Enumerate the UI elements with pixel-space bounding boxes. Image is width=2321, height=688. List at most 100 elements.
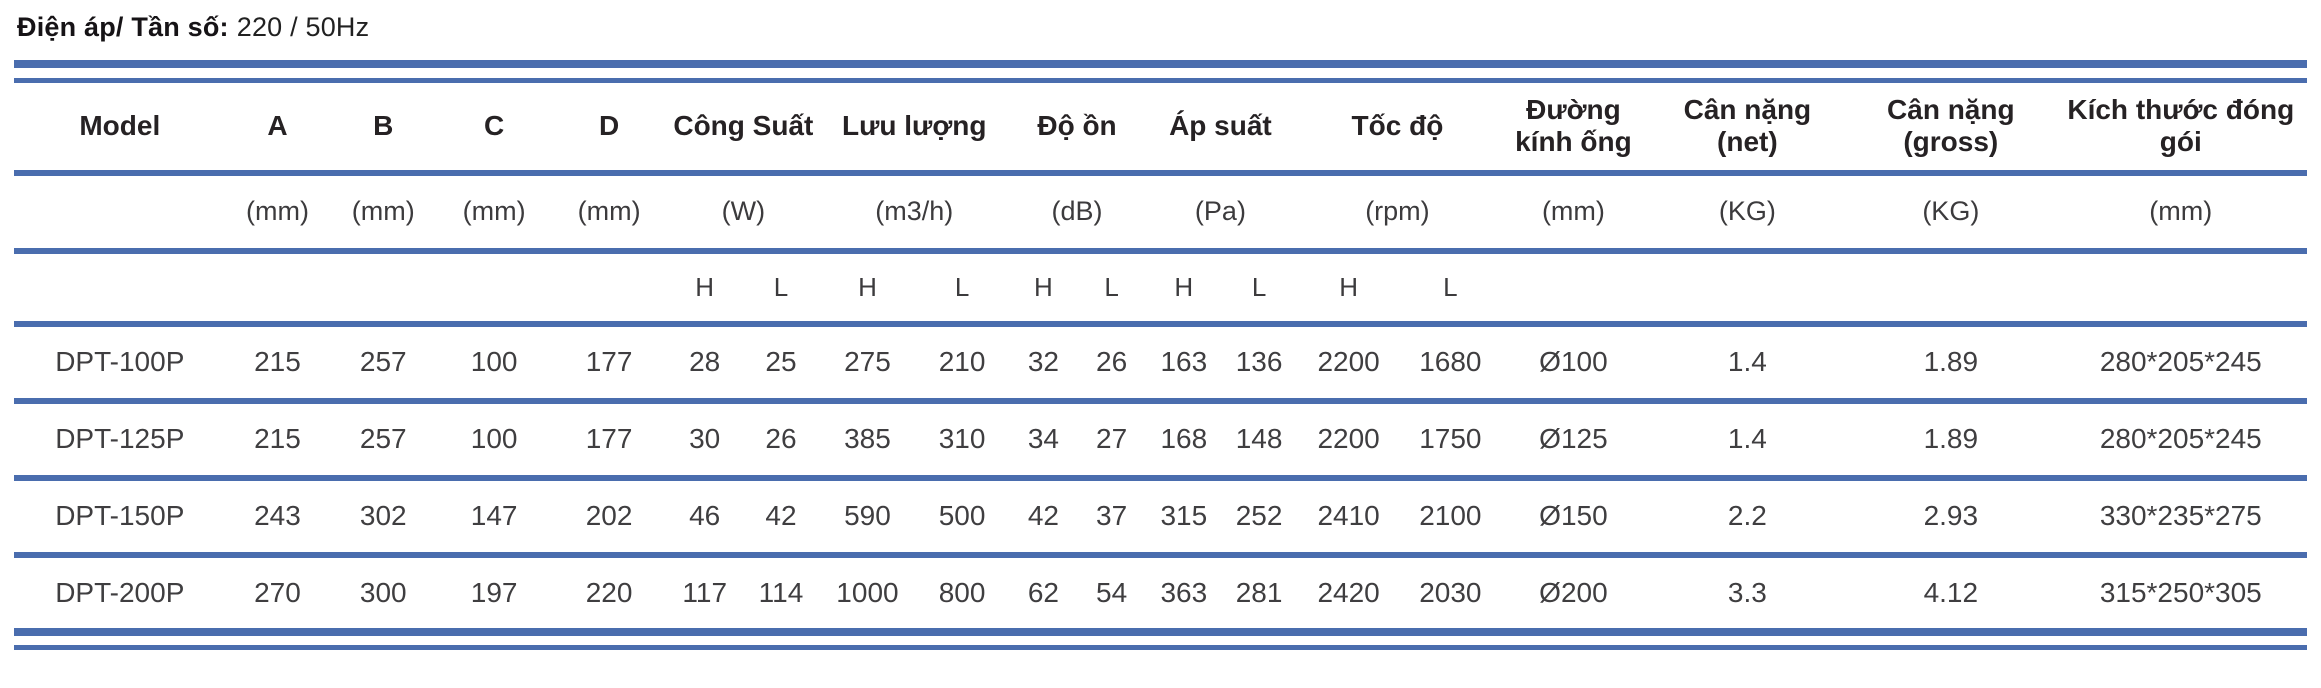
header-row-units: (mm) (mm) (mm) (mm) (W) (m3/h) (dB) (Pa)… bbox=[14, 172, 2307, 254]
header-gross-weight: Cân nặng (gross) bbox=[1847, 80, 2055, 176]
cell-packing-size: 280*205*245 bbox=[2054, 323, 2307, 404]
header-noise: Độ ồn bbox=[1008, 80, 1146, 176]
voltage-frequency-label: Điện áp/ Tần số: bbox=[17, 12, 229, 42]
header-pipe-diameter: Đường kính ống bbox=[1499, 80, 1648, 176]
cell-c: 147 bbox=[437, 477, 552, 558]
sub-empty-left bbox=[14, 250, 668, 327]
cell-speed-h: 2200 bbox=[1295, 400, 1402, 481]
header-row-names: Model A B C D Công Suất Lưu lượng Độ ồn … bbox=[14, 80, 2307, 176]
cell-noise-l: 37 bbox=[1078, 477, 1146, 558]
cell-a: 215 bbox=[225, 323, 330, 404]
cell-noise-h: 42 bbox=[1008, 477, 1079, 558]
voltage-frequency-title: Điện áp/ Tần số: 220 / 50Hz bbox=[17, 12, 2321, 43]
cell-d: 177 bbox=[551, 400, 668, 481]
cell-pressure-h: 363 bbox=[1160, 576, 1208, 608]
cell-noise-h: 62 bbox=[1027, 576, 1059, 608]
cell-flow-h: 1000 bbox=[836, 576, 899, 608]
cell-pressure-l: 281 bbox=[1235, 576, 1283, 608]
table-row-dpt-125p: DPT-125P 215 257 100 177 30 26 385 310 3… bbox=[14, 400, 2307, 481]
sub-empty-right bbox=[1499, 250, 2307, 327]
cell-c: 100 bbox=[437, 323, 552, 404]
cell-noise-l: 54 bbox=[1096, 576, 1128, 608]
cell-flow-h: 275 bbox=[819, 323, 916, 404]
unit-pressure: (Pa) bbox=[1145, 172, 1296, 254]
cell-power-l: 25 bbox=[742, 323, 820, 404]
unit-c: (mm) bbox=[437, 172, 552, 254]
unit-speed: (rpm) bbox=[1295, 172, 1500, 254]
cell-noise-h: 32 bbox=[1008, 323, 1079, 404]
header-speed: Tốc độ bbox=[1295, 80, 1500, 176]
cell-power-l: 26 bbox=[742, 400, 820, 481]
cell-power-h: 117 bbox=[682, 576, 728, 608]
unit-noise: (dB) bbox=[1008, 172, 1146, 254]
cell-speed-l: 1680 bbox=[1401, 323, 1500, 404]
cell-pressure-l: 136 bbox=[1222, 323, 1296, 404]
cell-pipe-diameter: Ø150 bbox=[1499, 477, 1648, 558]
unit-power: (W) bbox=[667, 172, 820, 254]
spec-table: Model A B C D Công Suất Lưu lượng Độ ồn … bbox=[14, 78, 2307, 636]
cell-pipe-diameter: Ø200 bbox=[1539, 576, 1608, 608]
sub-flow-l: L bbox=[915, 250, 1009, 327]
cell-packing-size: 330*235*275 bbox=[2054, 477, 2307, 558]
cell-speed-h: 2200 bbox=[1295, 323, 1402, 404]
sub-pressure-l: L bbox=[1222, 250, 1296, 327]
cell-net-weight: 1.4 bbox=[1647, 400, 1848, 481]
unit-d: (mm) bbox=[551, 172, 668, 254]
unit-gross-weight: (KG) bbox=[1847, 172, 2055, 254]
cell-model: DPT-125P bbox=[14, 400, 226, 481]
table-row-dpt-150p: DPT-150P 243 302 147 202 46 42 590 500 4… bbox=[14, 477, 2307, 558]
cell-a: 215 bbox=[225, 400, 330, 481]
cell-b: 302 bbox=[329, 477, 438, 558]
cell-flow-h: 590 bbox=[819, 477, 916, 558]
spec-table-wrapper: Model A B C D Công Suất Lưu lượng Độ ồn … bbox=[14, 60, 2307, 650]
cell-flow-l: 310 bbox=[915, 400, 1009, 481]
cell-net-weight: 3.3 bbox=[1727, 576, 1767, 608]
unit-pipe-diameter: (mm) bbox=[1499, 172, 1648, 254]
header-pressure: Áp suất bbox=[1145, 80, 1296, 176]
table-row-dpt-200p: DPT-200P 270 300 197 220 117 114 1000 80… bbox=[14, 555, 2307, 632]
cell-power-h: 28 bbox=[667, 323, 743, 404]
header-packing-size: Kích thước đóng gói bbox=[2054, 80, 2307, 176]
unit-model-empty bbox=[14, 172, 226, 254]
header-flow: Lưu lượng bbox=[819, 80, 1009, 176]
unit-a: (mm) bbox=[225, 172, 330, 254]
cell-b: 257 bbox=[329, 323, 438, 404]
table-row-dpt-100p: DPT-100P 215 257 100 177 28 25 275 210 3… bbox=[14, 323, 2307, 404]
voltage-frequency-value: 220 / 50Hz bbox=[236, 12, 370, 42]
cell-pipe-diameter: Ø125 bbox=[1499, 400, 1648, 481]
unit-net-weight: (KG) bbox=[1647, 172, 1848, 254]
cell-d: 220 bbox=[585, 576, 633, 608]
cell-flow-l: 500 bbox=[915, 477, 1009, 558]
header-c: C bbox=[437, 80, 552, 176]
header-row-high-low: H L H L H L H L H L bbox=[14, 250, 2307, 327]
cell-pressure-h: 168 bbox=[1145, 400, 1223, 481]
cell-power-l: 114 bbox=[758, 576, 804, 608]
cell-speed-h: 2420 bbox=[1317, 576, 1380, 608]
cell-flow-l: 800 bbox=[938, 576, 986, 608]
cell-model: DPT-150P bbox=[14, 477, 226, 558]
sub-flow-h: H bbox=[819, 250, 916, 327]
cell-speed-l: 1750 bbox=[1401, 400, 1500, 481]
cell-net-weight: 2.2 bbox=[1647, 477, 1848, 558]
header-net-weight: Cân nặng (net) bbox=[1647, 80, 1848, 176]
cell-gross-weight: 4.12 bbox=[1923, 576, 1979, 608]
cell-c: 197 bbox=[470, 576, 518, 608]
cell-speed-h: 2410 bbox=[1295, 477, 1402, 558]
cell-power-h: 46 bbox=[667, 477, 743, 558]
cell-a: 270 bbox=[254, 576, 301, 608]
cell-net-weight: 1.4 bbox=[1647, 323, 1848, 404]
cell-power-l: 42 bbox=[742, 477, 820, 558]
cell-pressure-l: 148 bbox=[1222, 400, 1296, 481]
cell-b: 300 bbox=[359, 576, 407, 608]
unit-packing-size: (mm) bbox=[2054, 172, 2307, 254]
cell-pressure-h: 315 bbox=[1145, 477, 1223, 558]
cell-noise-l: 27 bbox=[1078, 400, 1146, 481]
sub-speed-l: L bbox=[1401, 250, 1500, 327]
header-a: A bbox=[225, 80, 330, 176]
cell-packing-size: 315*250*305 bbox=[2099, 576, 2262, 608]
header-b: B bbox=[329, 80, 438, 176]
cell-flow-l: 210 bbox=[915, 323, 1009, 404]
cell-model: DPT-200P bbox=[55, 576, 185, 608]
cell-pressure-h: 163 bbox=[1145, 323, 1223, 404]
cell-flow-h: 385 bbox=[819, 400, 916, 481]
